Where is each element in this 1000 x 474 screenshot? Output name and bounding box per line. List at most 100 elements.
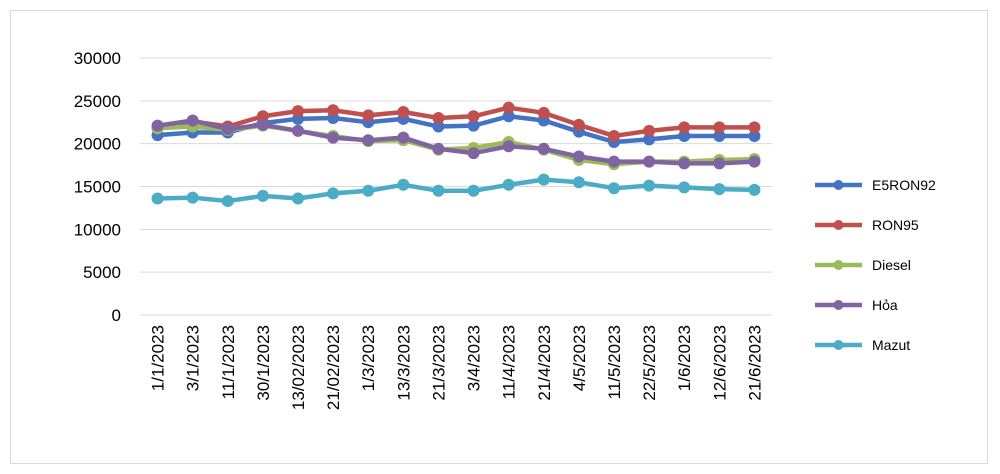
y-tick-label: 0 [112,306,121,325]
legend: E5RON92 RON95 Diesel Hỏa Mazut [815,177,936,353]
x-tick-label: 13/02/2023 [289,325,308,410]
legend-marker [833,220,844,230]
x-tick-label: 11/1/2023 [219,325,238,399]
y-tick-label: 20000 [74,135,121,154]
x-tick-label: 21/02/2023 [324,325,343,410]
x-tick-label: 30/1/2023 [254,325,273,401]
data-point [256,189,269,202]
data-point [748,183,761,196]
x-tick-label: 21/3/2023 [429,325,448,401]
data-point [537,106,550,119]
x-tick-label: 21/4/2023 [535,325,554,401]
data-point [467,110,480,123]
data-point [432,142,445,155]
data-point [292,192,304,205]
data-point [292,105,304,118]
data-point [643,155,656,168]
data-point [608,155,620,168]
data-point [748,155,761,168]
y-tick-label: 15000 [74,178,121,197]
series-line [155,105,757,139]
data-point [572,118,585,131]
data-point [572,176,585,189]
data-point [221,123,234,136]
legend-item: Diesel [815,257,911,273]
data-point [608,182,620,195]
x-tick-label: 1/3/2023 [359,325,378,391]
data-point [713,157,726,170]
y-tick-label: 10000 [74,220,121,239]
data-point [221,195,234,208]
data-point [432,120,445,133]
legend-label: Mazut [872,337,910,353]
legend-marker [833,300,844,310]
data-point [537,173,550,186]
data-point [397,105,410,118]
data-point [502,110,515,123]
legend-item: RON95 [815,217,919,233]
legend-marker [833,260,844,270]
data-point [362,134,375,147]
data-point [362,184,375,197]
data-point [608,129,620,142]
legend-label: Diesel [872,257,911,273]
x-tick-label: 3/1/2023 [184,325,203,391]
x-axis: 1/1/2023 3/1/2023 11/1/2023 30/1/2023 13/02/… [149,325,765,410]
gridlines [140,57,772,316]
data-point [362,109,375,122]
data-point [467,119,480,132]
data-point [256,110,269,123]
data-point [502,140,515,153]
data-point [678,121,691,134]
data-point [186,191,199,204]
legend-marker [833,340,844,350]
data-point [713,129,726,142]
data-point [748,129,761,142]
data-point [256,118,269,131]
x-tick-label: 3/4/2023 [465,325,484,391]
data-point [643,133,656,146]
series-lines [151,101,761,208]
data-point [292,124,304,137]
data-point [643,179,656,192]
legend-item: Hỏa [815,297,898,313]
data-point [467,184,480,197]
data-point [537,142,550,155]
data-point [151,119,164,132]
x-tick-label: 13/3/2023 [394,325,413,401]
x-tick-label: 12/6/2023 [710,325,729,401]
y-tick-label: 30000 [74,49,121,68]
data-point [643,124,656,137]
data-point [186,114,199,127]
x-tick-label: 22/5/2023 [640,325,659,401]
data-point [327,131,340,144]
series-line [155,177,757,204]
data-point [151,192,164,205]
data-point [327,187,340,200]
data-point [678,157,691,170]
y-axis: 0 5000 10000 15000 20000 25000 30000 [74,49,121,325]
x-tick-label: 1/1/2023 [149,325,168,391]
data-point [432,184,445,197]
data-point [502,178,515,191]
data-point [572,150,585,163]
legend-marker [833,180,844,190]
legend-item: E5RON92 [815,177,936,193]
data-point [397,178,410,191]
legend-label: RON95 [872,217,919,233]
y-tick-label: 5000 [83,263,121,282]
data-point [678,129,691,142]
x-tick-label: 21/6/2023 [745,325,764,401]
data-point [467,147,480,160]
x-tick-label: 11/5/2023 [605,325,624,399]
data-point [327,104,340,117]
data-point [502,101,515,114]
x-tick-label: 11/4/2023 [500,325,519,399]
x-tick-label: 4/5/2023 [570,325,589,391]
y-tick-label: 25000 [74,92,121,111]
data-point [397,131,410,144]
data-point [432,111,445,124]
x-tick-label: 1/6/2023 [675,325,694,391]
legend-label: Hỏa [872,297,898,313]
